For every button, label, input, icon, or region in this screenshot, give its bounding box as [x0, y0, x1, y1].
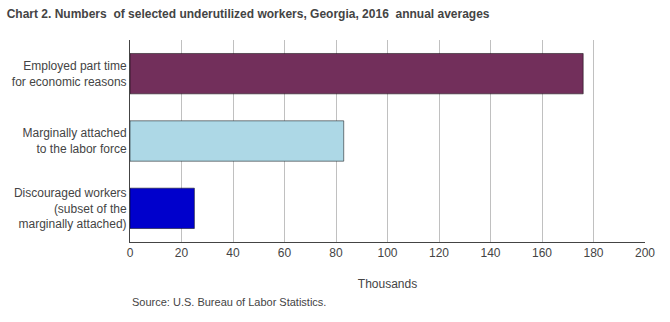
svg-text:100: 100 [377, 246, 397, 260]
svg-text:Discouraged workers(subset of: Discouraged workers(subset of themargina… [14, 186, 127, 231]
svg-text:120: 120 [429, 246, 449, 260]
svg-text:20: 20 [175, 246, 189, 260]
svg-text:200: 200 [635, 246, 655, 260]
svg-text:140: 140 [480, 246, 500, 260]
svg-text:Source: U.S. Bureau of Labor S: Source: U.S. Bureau of Labor Statistics. [132, 296, 326, 308]
svg-text:0: 0 [127, 246, 134, 260]
svg-text:Employed part timefor economic: Employed part timefor economic reasons [12, 59, 127, 89]
svg-text:Marginally attachedto the labo: Marginally attachedto the labor force [23, 126, 127, 156]
svg-text:80: 80 [329, 246, 343, 260]
svg-text:Thousands: Thousands [358, 277, 417, 291]
svg-text:Chart 2. Numbers of selected: Chart 2. Numbers of selected underutiliz… [7, 7, 490, 21]
svg-text:60: 60 [278, 246, 292, 260]
svg-text:160: 160 [532, 246, 552, 260]
svg-text:180: 180 [583, 246, 603, 260]
svg-text:40: 40 [226, 246, 240, 260]
